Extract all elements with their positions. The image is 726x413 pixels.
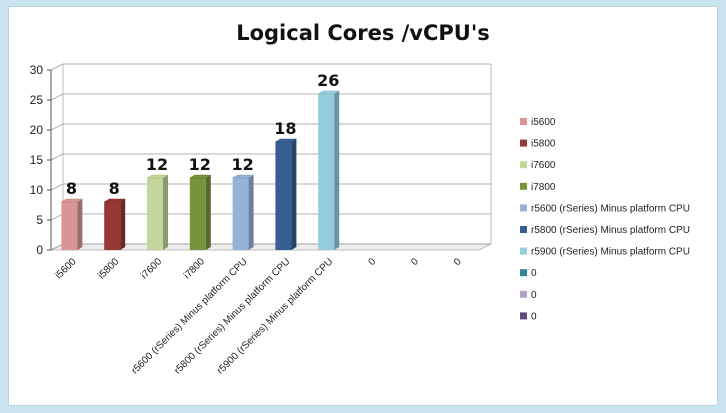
- legend-label: i7600: [531, 160, 556, 171]
- bar-top: [103, 198, 127, 203]
- bar-chart: 0 5 10 15 20 25 30 8 i5600 8 i5800 12 i7600 12 i7800 12…: [30, 63, 690, 377]
- legend-swatch: [520, 247, 527, 255]
- data-label: 12: [146, 155, 168, 174]
- y-tick-label: 25: [30, 93, 44, 107]
- x-tick-label: 0: [452, 256, 464, 268]
- chart-container: Logical Cores /vCPU's 0 5 10 15 20 25 30 8 i5600…: [8, 6, 718, 406]
- bar-top: [231, 174, 255, 179]
- legend-swatch: [520, 269, 527, 277]
- bar-side: [205, 175, 211, 250]
- bar: [189, 178, 206, 250]
- data-label: 12: [231, 155, 253, 174]
- legend-label: r5900 (rSeries) Minus platform CPU: [531, 247, 690, 258]
- x-tick-label: 0: [366, 256, 378, 268]
- x-tick-label: i7600: [139, 256, 164, 281]
- legend-swatch: [520, 290, 527, 298]
- bar: [275, 142, 292, 250]
- y-tick-label: 30: [30, 63, 44, 77]
- legend-swatch: [520, 139, 527, 147]
- x-tick-label: i7800: [182, 256, 207, 281]
- legend-label: r5600 (rSeries) Minus platform CPU: [531, 203, 690, 214]
- bar-side: [77, 199, 83, 250]
- chart-title: Logical Cores /vCPU's: [236, 21, 490, 45]
- bar-top: [146, 174, 169, 179]
- legend-swatch: [520, 161, 527, 169]
- gridline: [50, 183, 491, 191]
- legend-swatch: [520, 312, 527, 320]
- bar: [61, 202, 78, 250]
- legend-label: 0: [531, 268, 537, 279]
- data-label: 8: [66, 179, 77, 198]
- legend-swatch: [520, 204, 527, 212]
- bar-side: [248, 175, 254, 250]
- bar-side: [334, 91, 340, 250]
- bar-side: [120, 199, 126, 250]
- data-label: 12: [189, 155, 211, 174]
- bar: [232, 178, 249, 250]
- gridline: [50, 123, 491, 131]
- legend-label: i5800: [531, 139, 556, 150]
- legend-label: i7800: [531, 182, 556, 193]
- legend-swatch: [520, 118, 527, 125]
- data-label: 26: [317, 71, 339, 90]
- x-tick-label: i5600: [53, 256, 78, 281]
- y-tick-label: 5: [36, 213, 43, 227]
- bar-side: [163, 175, 168, 250]
- legend-label: 0: [531, 311, 537, 322]
- y-tick-label: 10: [30, 183, 44, 197]
- legend-swatch: [520, 226, 527, 233]
- x-tick-label: 0: [409, 256, 421, 268]
- bar: [104, 202, 121, 250]
- x-tick-label: i5800: [96, 256, 121, 281]
- bar-top: [274, 138, 298, 143]
- bar: [147, 178, 163, 250]
- y-tick-label: 0: [36, 243, 43, 257]
- data-label: 18: [274, 119, 296, 138]
- legend-label: 0: [531, 290, 537, 301]
- gridline: [50, 63, 491, 71]
- bar-side: [291, 139, 297, 250]
- legend-swatch: [520, 182, 527, 190]
- data-label: 8: [109, 179, 120, 198]
- legend-label: r5800 (rSeries) Minus platform CPU: [531, 225, 690, 236]
- bar-top: [60, 198, 84, 203]
- gridline: [50, 93, 491, 101]
- bar-top: [188, 174, 212, 179]
- bar-top: [317, 90, 341, 95]
- bar: [318, 94, 335, 250]
- legend-label: i5600: [531, 117, 556, 128]
- y-tick-label: 15: [30, 153, 44, 167]
- gridline: [50, 153, 491, 161]
- y-tick-label: 20: [30, 123, 44, 137]
